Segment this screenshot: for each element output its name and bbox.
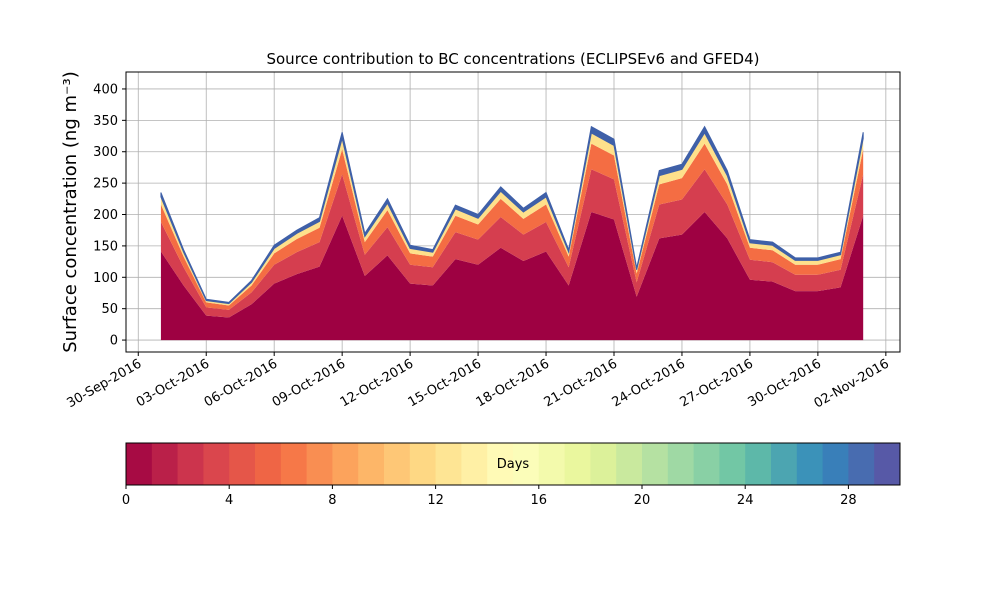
colorbar-cell (693, 443, 720, 485)
colorbar-cell (435, 443, 462, 485)
x-tick-label: 15-Oct-2016 (406, 356, 484, 410)
x-tick-label: 30-Sep-2016 (64, 356, 144, 411)
colorbar-cell (461, 443, 488, 485)
y-tick-label: 150 (93, 239, 118, 254)
colorbar-cell (358, 443, 385, 485)
colorbar-cell (229, 443, 256, 485)
y-tick-label: 400 (93, 82, 118, 97)
x-tick-label: 27-Oct-2016 (678, 356, 756, 410)
colorbar-cell (280, 443, 308, 485)
colorbar-cell (771, 443, 798, 485)
colorbar-cell (203, 443, 230, 485)
colorbar-tick-label: 20 (634, 493, 651, 508)
colorbar-cell (642, 443, 669, 485)
colorbar-cell (667, 443, 695, 485)
colorbar-label: Days (497, 457, 530, 472)
colorbar-tick-label: 16 (531, 493, 548, 508)
colorbar-cell (745, 443, 772, 485)
colorbar-cell (177, 443, 204, 485)
y-tick-label: 250 (93, 177, 118, 192)
colorbar-cell (874, 443, 901, 485)
area-layer (160, 212, 864, 341)
colorbar-frame (125, 442, 901, 486)
x-tick-label: 02-Nov-2016 (812, 356, 892, 411)
plot-frame (125, 71, 901, 353)
colorbar-cell (590, 443, 617, 485)
colorbar-cell (384, 443, 411, 485)
colorbar-cell (332, 443, 359, 485)
x-tick-label: 21-Oct-2016 (542, 356, 620, 410)
y-tick-label: 300 (93, 145, 118, 160)
colorbar-tick-label: 8 (328, 493, 336, 508)
colorbar-cell (848, 443, 875, 485)
colorbar-cell (409, 443, 437, 485)
area-layer (160, 125, 864, 305)
x-tick-label: 30-Oct-2016 (745, 356, 823, 410)
colorbar-cell (796, 443, 824, 485)
colorbar-cell (538, 443, 566, 485)
x-tick-label: 18-Oct-2016 (474, 356, 552, 410)
y-axis-label: Surface concentration (ng m⁻³) (60, 71, 81, 353)
y-tick-label: 100 (93, 271, 118, 286)
colorbar-cell (126, 443, 153, 485)
colorbar-cell (616, 443, 643, 485)
colorbar-tick-label: 0 (122, 493, 130, 508)
y-tick-label: 200 (93, 208, 118, 223)
area-layer (160, 143, 864, 310)
colorbar-cell (255, 443, 282, 485)
colorbar-tick-label: 28 (840, 493, 857, 508)
area-layer (160, 169, 864, 318)
colorbar-cell (513, 443, 540, 485)
colorbar-tick-label: 12 (427, 493, 444, 508)
x-tick-label: 03-Oct-2016 (134, 356, 212, 410)
colorbar-cell (487, 443, 514, 485)
colorbar-cell (306, 443, 333, 485)
x-tick-label: 09-Oct-2016 (270, 356, 348, 410)
colorbar-cell (719, 443, 746, 485)
colorbar-tick-label: 4 (225, 493, 233, 508)
x-tick-label: 06-Oct-2016 (202, 356, 280, 410)
chart-title: Source contribution to BC concentrations… (266, 50, 759, 68)
colorbar-tick-label: 24 (737, 493, 754, 508)
colorbar-cell (822, 443, 849, 485)
colorbar-cell (564, 443, 591, 485)
colorbar-cell (151, 443, 179, 485)
x-tick-label: 12-Oct-2016 (338, 356, 416, 410)
y-tick-label: 50 (101, 302, 118, 317)
x-tick-label: 24-Oct-2016 (610, 356, 688, 410)
y-tick-label: 0 (110, 334, 118, 349)
y-tick-label: 350 (93, 114, 118, 129)
